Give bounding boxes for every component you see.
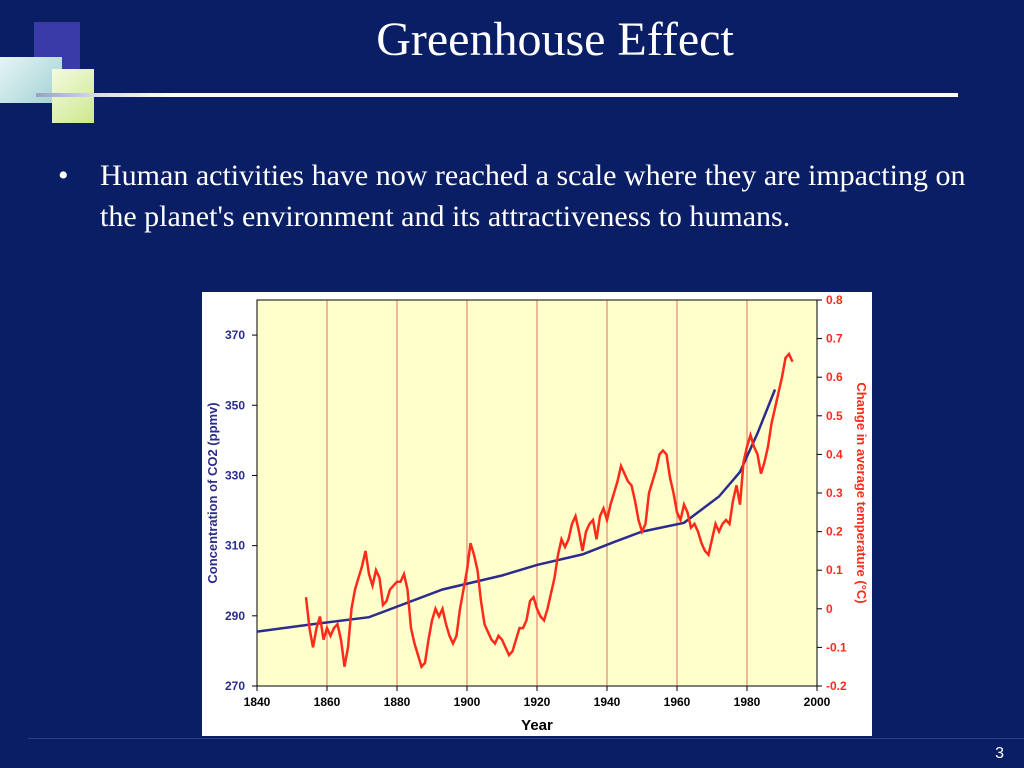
y-left-tick-label: 350 (225, 398, 245, 412)
slide-title: Greenhouse Effect (376, 13, 734, 66)
y-right-tick-label: -0.2 (826, 679, 847, 693)
x-tick-label: 1960 (664, 695, 691, 709)
chart-figure: 1840 1860 1880 1900 1920 1940 1960 1980 2000 270… (202, 292, 872, 736)
y-right-tick-label: 0 (826, 602, 833, 616)
x-axis-label: Year (521, 717, 553, 734)
x-axis-ticks: 1840 1860 1880 1900 1920 1940 1960 1980 2000 (244, 686, 831, 709)
x-tick-label: 1860 (314, 695, 341, 709)
y-right-tick-label: 0.1 (826, 563, 843, 577)
bullet-text: Human activities have now reached a scal… (100, 159, 966, 233)
y-right-axis-ticks: -0.2 -0.1 0 0.1 0.2 0.3 0.4 0.5 0.6 0.7 0.8 (817, 293, 847, 693)
x-tick-label: 1920 (524, 695, 551, 709)
y-left-axis-label: Concentration of CO2 (ppmv) (205, 402, 220, 583)
y-right-tick-label: 0.2 (826, 525, 843, 539)
y-left-tick-label: 310 (225, 539, 245, 553)
x-tick-label: 1940 (594, 695, 621, 709)
y-left-tick-label: 270 (225, 679, 245, 693)
y-right-tick-label: 0.6 (826, 370, 843, 384)
x-tick-label: 1900 (454, 695, 481, 709)
y-left-tick-label: 370 (225, 328, 245, 342)
page-number: 3 (995, 745, 1004, 762)
x-tick-label: 1880 (384, 695, 411, 709)
y-left-tick-label: 330 (225, 468, 245, 482)
x-tick-label: 1980 (734, 695, 761, 709)
title-underline (36, 93, 958, 97)
x-tick-label: 1840 (244, 695, 271, 709)
y-right-tick-label: -0.1 (826, 640, 847, 654)
series-temperature-line (304, 351, 794, 670)
bullet-icon: • (58, 159, 69, 192)
grid-lines (326, 300, 748, 686)
y-left-tick-label: 290 (225, 609, 245, 623)
x-tick-label: 2000 (804, 695, 831, 709)
y-right-axis-label: Change in average temperature (°C) (854, 382, 869, 603)
y-left-axis-ticks: 270 290 310 330 350 370 (225, 328, 257, 693)
y-right-tick-label: 0.5 (826, 409, 843, 423)
y-right-tick-label: 0.7 (826, 332, 843, 346)
y-right-tick-label: 0.3 (826, 486, 843, 500)
y-right-tick-label: 0.4 (826, 447, 843, 461)
footer-divider (28, 738, 1024, 739)
co2-temperature-chart: 1840 1860 1880 1900 1920 1940 1960 1980 2000 270… (205, 293, 869, 734)
series-co2-line (256, 389, 777, 633)
y-right-tick-label: 0.8 (826, 293, 843, 307)
